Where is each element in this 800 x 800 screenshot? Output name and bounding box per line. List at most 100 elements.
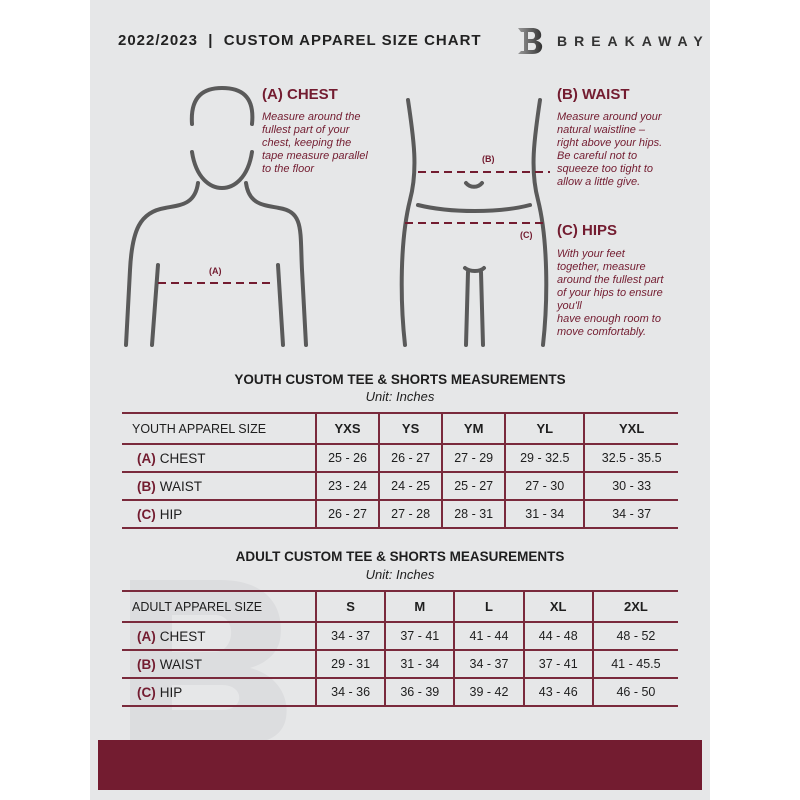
- text: squeeze too tight to: [557, 163, 654, 175]
- table-row: (A) CHEST 25 - 26 26 - 27 27 - 29 29 - 32.5 32…: [122, 443, 678, 473]
- table-cell: (A) CHEST: [122, 621, 316, 651]
- text: right above your hips.: [557, 137, 663, 149]
- table-cell: 43 - 46: [522, 677, 593, 707]
- table-cell: 23 - 24: [314, 471, 380, 501]
- table-cell: 27 - 29: [441, 443, 506, 473]
- hips-heading: (C) HIPS: [557, 222, 617, 239]
- table-row: (C) HIP 26 - 27 27 - 28 28 - 31 31 - 34 34 - 3…: [122, 499, 678, 529]
- table-cell: 30 - 33: [583, 471, 678, 501]
- table-cell: 44 - 48: [522, 621, 593, 651]
- youth-size-table: YOUTH APPAREL SIZE YXS YS YM YL YXL (A) CHEST 2…: [122, 412, 678, 529]
- adult-unit: Unit: Inches: [365, 567, 435, 582]
- table-header-row: ADULT APPAREL SIZE S M L XL 2XL: [122, 590, 678, 623]
- table-cell: 26 - 27: [314, 499, 380, 529]
- table-cell: 32.5 - 35.5: [583, 443, 678, 473]
- page-title: 2022/2023 | CUSTOM APPAREL SIZE CHART: [118, 32, 482, 49]
- measure-lines: [158, 171, 550, 284]
- text: CHEST: [159, 628, 206, 644]
- text: CHEST: [159, 450, 206, 466]
- table-cell: YM: [441, 412, 506, 445]
- lower-body-outline: [399, 98, 549, 347]
- waist-heading: (B) WAIST: [557, 86, 630, 103]
- text: Measure around your: [557, 111, 662, 123]
- table-cell: (C) HIP: [122, 677, 316, 707]
- body-diagrams: [124, 85, 550, 347]
- footer-band: [98, 740, 702, 790]
- table-cell: YL: [504, 412, 585, 445]
- text: natural waistline –: [557, 124, 646, 136]
- text: to the floor: [262, 163, 314, 175]
- table-cell: ADULT APPAREL SIZE: [122, 590, 316, 623]
- hips-description: With your feet together, measure around th…: [557, 248, 663, 339]
- table-cell: 2XL: [591, 590, 678, 623]
- table-cell: 34 - 37: [314, 621, 386, 651]
- text: WAIST: [159, 478, 202, 494]
- hips-diagram-label: (C): [520, 230, 533, 240]
- text: of your hips to ensure: [557, 287, 663, 299]
- table-cell: (B) WAIST: [122, 649, 316, 679]
- table-cell: (C) HIP: [122, 499, 316, 529]
- table-cell: 34 - 37: [453, 649, 524, 679]
- table-cell: 26 - 27: [378, 443, 443, 473]
- waist-description: Measure around your natural waistline – ri…: [557, 111, 662, 189]
- text: (B): [137, 656, 156, 672]
- text: (B): [137, 478, 156, 494]
- text: tape measure parallel: [262, 150, 368, 162]
- table-cell: 34 - 36: [314, 677, 386, 707]
- text: allow a little give.: [557, 176, 641, 188]
- table-cell: YXL: [583, 412, 678, 445]
- text: chest, keeping the: [262, 137, 352, 149]
- table-cell: 48 - 52: [591, 621, 678, 651]
- text: have enough room to: [557, 313, 661, 325]
- table-cell: 29 - 32.5: [504, 443, 585, 473]
- table-cell: 34 - 37: [583, 499, 678, 529]
- table-cell: 25 - 26: [314, 443, 380, 473]
- chest-heading: (A) CHEST: [262, 86, 338, 103]
- table-cell: 31 - 34: [384, 649, 455, 679]
- table-cell: 39 - 42: [453, 677, 524, 707]
- table-cell: YS: [378, 412, 443, 445]
- table-row: (B) WAIST 29 - 31 31 - 34 34 - 37 37 - 41 41 -…: [122, 649, 678, 679]
- table-cell: 36 - 39: [384, 677, 455, 707]
- table-row: (B) WAIST 23 - 24 24 - 25 25 - 27 27 - 30 30 -…: [122, 471, 678, 501]
- table-cell: YOUTH APPAREL SIZE: [122, 412, 316, 445]
- text: around the fullest part: [557, 274, 664, 286]
- text: (C): [137, 684, 156, 700]
- upper-body-outline: [124, 85, 308, 347]
- table-cell: (A) CHEST: [122, 443, 316, 473]
- table-header-row: YOUTH APPAREL SIZE YXS YS YM YL YXL: [122, 412, 678, 445]
- waist-diagram-label: (B): [482, 154, 495, 164]
- chest-description: Measure around the fullest part of your ch…: [262, 111, 368, 176]
- table-cell: M: [384, 590, 455, 623]
- text: fullest part of your: [262, 124, 350, 136]
- table-cell: 24 - 25: [378, 471, 443, 501]
- text: you'll: [557, 300, 582, 312]
- table-cell: 27 - 28: [378, 499, 443, 529]
- text: WAIST: [159, 656, 202, 672]
- text: With your feet: [557, 248, 625, 260]
- table-cell: 28 - 31: [441, 499, 506, 529]
- breakaway-logo-icon: [518, 28, 543, 54]
- table-cell: 25 - 27: [441, 471, 506, 501]
- table-cell: 37 - 41: [384, 621, 455, 651]
- adult-table-title: ADULT CUSTOM TEE & SHORTS MEASUREMENTS: [235, 549, 565, 564]
- text: Be careful not to: [557, 150, 638, 162]
- table-cell: 46 - 50: [591, 677, 678, 707]
- text: (A): [137, 450, 156, 466]
- table-cell: 29 - 31: [314, 649, 386, 679]
- table-cell: 41 - 44: [453, 621, 524, 651]
- text: (C): [137, 506, 156, 522]
- text: (A): [137, 628, 156, 644]
- table-cell: L: [453, 590, 524, 623]
- youth-table-title: YOUTH CUSTOM TEE & SHORTS MEASUREMENTS: [234, 372, 566, 387]
- text: HIP: [159, 684, 183, 700]
- brand-name: BREAKAWAY: [557, 33, 710, 49]
- table-cell: 37 - 41: [522, 649, 593, 679]
- table-cell: XL: [522, 590, 593, 623]
- text: move comfortably.: [557, 326, 647, 338]
- adult-size-table: ADULT APPAREL SIZE S M L XL 2XL (A) CHEST 34 - …: [122, 590, 678, 707]
- youth-unit: Unit: Inches: [365, 389, 435, 404]
- table-cell: 41 - 45.5: [591, 649, 678, 679]
- text: Measure around the: [262, 111, 361, 123]
- table-cell: 27 - 30: [504, 471, 585, 501]
